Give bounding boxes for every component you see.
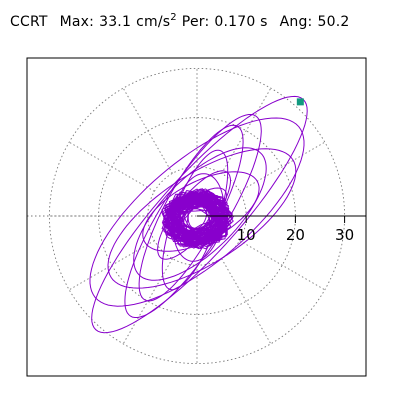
tick-label-20: 20 bbox=[286, 226, 305, 244]
chart-title: CCRT Max: 33.1 cm/s2 Per: 0.170 s Ang: 50.2 bbox=[10, 12, 350, 30]
trace-orbit-3 bbox=[107, 148, 297, 289]
radial-axis: 10 20 30 bbox=[197, 215, 366, 244]
trace-orbit-7 bbox=[142, 171, 260, 252]
tick-label-10: 10 bbox=[237, 226, 256, 244]
grid-spoke bbox=[239, 240, 326, 291]
motion-trace bbox=[89, 95, 308, 334]
tick-label-30: 30 bbox=[335, 226, 354, 244]
per-label: Per: bbox=[181, 14, 210, 30]
grid-spoke bbox=[239, 141, 326, 192]
grid-spoke bbox=[122, 87, 173, 174]
trace-orbit-4 bbox=[138, 124, 244, 302]
grid-spoke bbox=[221, 87, 272, 174]
end-marker-group bbox=[296, 98, 304, 106]
max-label: Max: bbox=[59, 14, 95, 30]
plot-frame bbox=[26, 57, 367, 377]
max-unit-exponent: 2 bbox=[170, 12, 177, 23]
end-marker bbox=[296, 98, 304, 106]
grid-spoke bbox=[68, 141, 155, 192]
trace-orbit-2 bbox=[124, 114, 262, 318]
trace-orbit-1 bbox=[89, 117, 305, 307]
per-value: 0.170 s bbox=[214, 14, 268, 30]
max-unit: cm/s bbox=[136, 14, 171, 30]
trace-core bbox=[161, 188, 234, 250]
max-value: 33.1 bbox=[99, 14, 132, 30]
ang-label: Ang: bbox=[279, 14, 313, 30]
grid-spoke bbox=[221, 258, 272, 345]
station-code: CCRT bbox=[10, 14, 48, 30]
ang-value: 50.2 bbox=[317, 14, 350, 30]
trace-orbit-0 bbox=[91, 95, 308, 334]
